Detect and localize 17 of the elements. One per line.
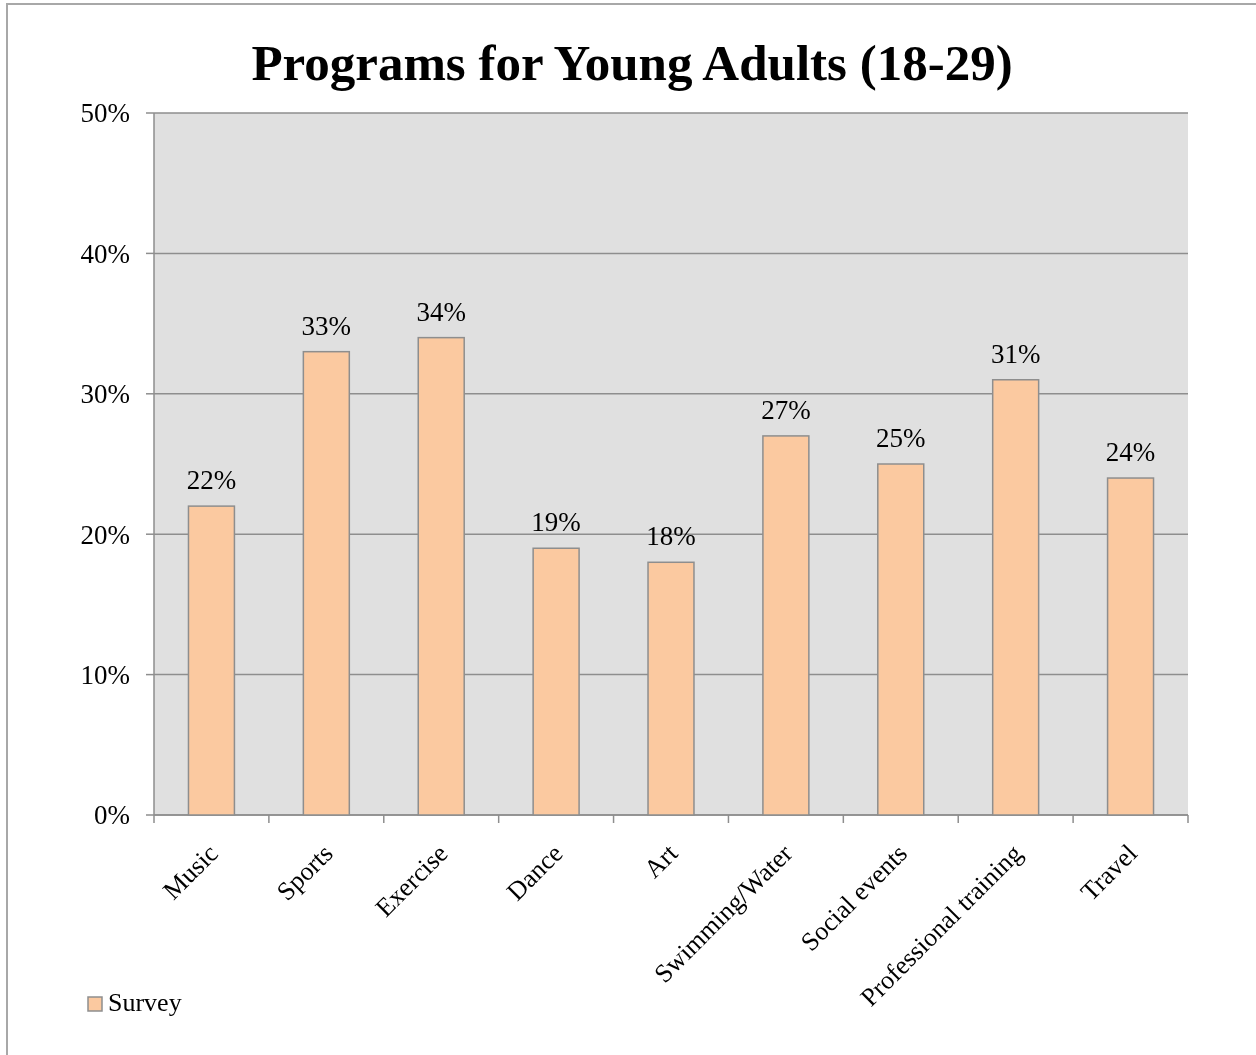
y-tick-label: 50% [80, 98, 130, 129]
data-label: 18% [646, 521, 696, 552]
y-tick-label: 40% [80, 238, 130, 269]
y-tick-label: 30% [80, 379, 130, 410]
data-label: 34% [416, 296, 466, 327]
data-label: 19% [531, 507, 581, 538]
chart-title: Programs for Young Adults (18-29) [251, 35, 1013, 91]
y-tick-label: 0% [94, 800, 130, 831]
legend-label: Survey [108, 988, 182, 1017]
data-label: 27% [761, 394, 811, 425]
y-tick-label: 20% [80, 519, 130, 550]
data-label: 33% [301, 310, 352, 341]
data-label: 25% [876, 423, 926, 453]
y-tick-label: 10% [80, 660, 130, 691]
data-label: 31% [990, 338, 1041, 369]
data-label: 22% [186, 465, 237, 496]
data-label: 24% [1105, 437, 1156, 468]
